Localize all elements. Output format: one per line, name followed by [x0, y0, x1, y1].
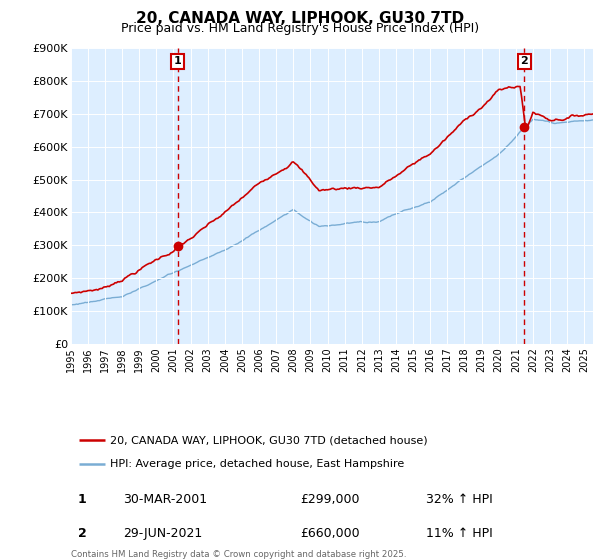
Text: 11% ↑ HPI: 11% ↑ HPI: [426, 526, 493, 540]
Text: 29-JUN-2021: 29-JUN-2021: [123, 526, 202, 540]
Text: 32% ↑ HPI: 32% ↑ HPI: [426, 493, 493, 506]
Text: 1: 1: [174, 57, 181, 67]
Text: HPI: Average price, detached house, East Hampshire: HPI: Average price, detached house, East…: [110, 459, 404, 469]
Text: 2: 2: [77, 526, 86, 540]
Text: £299,000: £299,000: [301, 493, 360, 506]
Text: 20, CANADA WAY, LIPHOOK, GU30 7TD: 20, CANADA WAY, LIPHOOK, GU30 7TD: [136, 11, 464, 26]
Text: 30-MAR-2001: 30-MAR-2001: [123, 493, 207, 506]
Text: 2: 2: [520, 57, 528, 67]
Text: Price paid vs. HM Land Registry's House Price Index (HPI): Price paid vs. HM Land Registry's House …: [121, 22, 479, 35]
Text: 20, CANADA WAY, LIPHOOK, GU30 7TD (detached house): 20, CANADA WAY, LIPHOOK, GU30 7TD (detac…: [110, 435, 428, 445]
Text: £660,000: £660,000: [301, 526, 360, 540]
Text: Contains HM Land Registry data © Crown copyright and database right 2025.
This d: Contains HM Land Registry data © Crown c…: [71, 550, 406, 560]
Text: 1: 1: [77, 493, 86, 506]
